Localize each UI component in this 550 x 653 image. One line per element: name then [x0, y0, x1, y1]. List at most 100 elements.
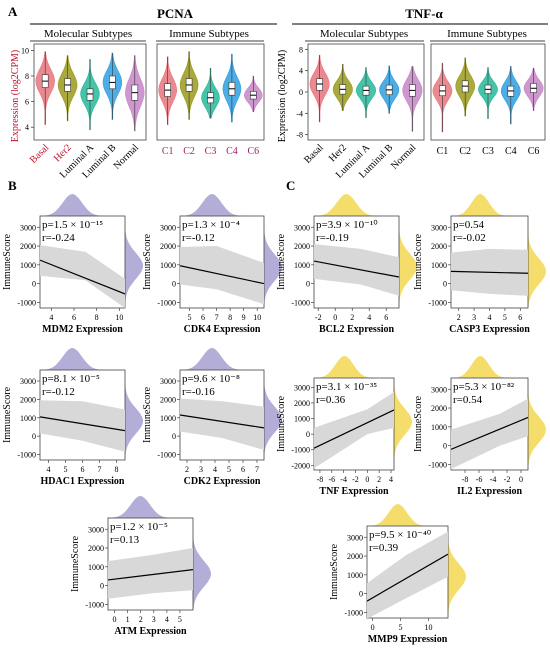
pcna-molecular-category-label: Basal: [28, 142, 52, 166]
scatter-cdk2-xtick-label: 7: [255, 465, 259, 474]
scatter-casp3-ylabel: ImmuneScore: [413, 233, 424, 290]
tnf-immune: C1 C2 C3 C4 C6: [430, 43, 546, 157]
scatter-tnf-ylabel: ImmuneScore: [276, 395, 287, 452]
scatter-mmp9-xtick-label: 10: [424, 623, 432, 632]
scatter-cdk2-ci-band: [180, 398, 264, 450]
scatter-tnf-ytick-label: 0: [306, 430, 310, 439]
scatter-atm-ytick-label: 1000: [88, 563, 104, 572]
scatter-il2-r-value: r=0.54: [453, 394, 483, 406]
scatter-hdac1-xlabel: HDAC1 Expression: [41, 476, 125, 487]
scatter-il2-ytick-label: -1000: [428, 460, 447, 469]
scatter-tnf-xtick-label: -8: [317, 475, 324, 484]
scatter-tnf-xtick-label: 0: [365, 475, 369, 484]
scatter-mdm2-ylabel: ImmuneScore: [2, 233, 13, 290]
scatter-tnf-r-value: r=0.36: [316, 394, 346, 406]
scatter-casp3-ytick-label: 0: [443, 280, 447, 289]
scatter-tnf-xtick-label: -2: [352, 475, 359, 484]
scatter-cdk4: -1000 0 1000 2000 3000 5 6 7 8 9 10 CDK4 Expression…: [142, 194, 282, 335]
scatter-tnf-ytick-label: 3000: [294, 383, 310, 392]
scatter-casp3-ytick-label: 2000: [431, 242, 447, 251]
scatter-cdk2-ylabel: ImmuneScore: [142, 386, 153, 443]
scatter-tnf-ci-band: [314, 392, 394, 469]
scatter-mmp9-xlabel: MMP9 Expression: [368, 634, 448, 645]
scatter-atm-ytick-label: 2000: [88, 544, 104, 553]
scatter-il2: -1000 0 1000 2000 3000 -8 -6 -4 -2 0 IL2 Expressio…: [413, 356, 546, 497]
scatter-hdac1-regression-line: [40, 416, 125, 432]
scatter-tnf-xtick-label: -6: [328, 475, 335, 484]
scatter-cdk4-ytick-label: 3000: [160, 223, 176, 232]
pcna-immune-category-label: C6: [247, 146, 259, 157]
pcna-immune-category-label: C1: [162, 146, 174, 157]
scatter-cdk4-ytick-label: 2000: [160, 242, 176, 251]
pcna-immune-category-label: C2: [183, 146, 195, 157]
scatter-cdk4-ylabel: ImmuneScore: [142, 233, 153, 290]
scatter-atm-top-density: [108, 496, 193, 518]
scatter-bcl2: -1000 0 1000 2000 3000 -2 0 2 4 6 BCL2 Expression I…: [276, 194, 417, 335]
scatter-tnf-ytick-label: -2000: [291, 461, 310, 470]
scatter-mmp9-ylabel: ImmuneScore: [329, 543, 340, 600]
scatter-mdm2-ytick-label: 1000: [20, 261, 36, 270]
tnf-immune-title: Immune Subtypes: [447, 28, 527, 40]
pcna-molecular-title: Molecular Subtypes: [44, 28, 132, 40]
scatter-cdk2-xtick-label: 4: [213, 465, 217, 474]
pcna-molecular-ytick-label: 4: [25, 123, 29, 132]
scatter-cdk4-top-density: [180, 194, 264, 216]
scatter-mdm2-right-density: [125, 216, 143, 308]
scatter-casp3-regression-line: [451, 270, 528, 274]
scatter-mmp9-ytick-label: -1000: [344, 608, 363, 617]
pcna-ylabel: Expression (log2CPM): [10, 50, 21, 143]
scatter-casp3-p-value: p=0.54: [453, 219, 484, 231]
scatter-atm-ytick-label: 3000: [88, 525, 104, 534]
scatter-casp3-xtick-label: 4: [488, 313, 492, 322]
scatter-il2-xtick-label: -4: [490, 475, 497, 484]
scatter-cdk4-ytick-label: -1000: [157, 298, 176, 307]
pcna-molecular-category-label: Normal: [112, 142, 142, 172]
scatter-casp3-ytick-label: 1000: [431, 261, 447, 270]
scatter-hdac1-xtick-label: 8: [115, 465, 119, 474]
pcna-molecular-frame: [33, 43, 147, 141]
pcna-molecular-ytick-label: 6: [25, 98, 29, 107]
tnf-molecular-ytick-label: -8: [296, 131, 303, 140]
scatter-bcl2-regression-line: [314, 260, 399, 278]
scatter-hdac1-ytick-label: 3000: [20, 377, 36, 386]
scatter-cdk2-ytick-label: 2000: [160, 395, 176, 404]
scatter-hdac1-ytick-label: 0: [32, 432, 36, 441]
scatter-cdk4-right-density: [264, 216, 282, 308]
scatter-casp3-ytick-label: 3000: [431, 223, 447, 232]
scatter-cdk2-ytick-label: 3000: [160, 377, 176, 386]
scatter-cdk2-r-value: r=-0.16: [182, 386, 215, 398]
scatter-il2-right-density: [528, 378, 546, 470]
tnf-immune-category-label: C6: [528, 146, 540, 157]
scatter-atm-ci-band: [108, 548, 193, 599]
scatter-bcl2-ytick-label: 3000: [294, 223, 310, 232]
scatter-hdac1-ytick-label: 1000: [20, 414, 36, 423]
scatter-atm-xtick-label: 3: [152, 615, 156, 624]
scatter-cdk2-right-density: [264, 370, 282, 460]
scatter-hdac1-ylabel: ImmuneScore: [2, 386, 13, 443]
scatter-mmp9: -1000 0 1000 2000 3000 0 5 10 MMP9 Expression Imm…: [329, 504, 466, 645]
scatter-il2-xtick-label: -6: [476, 475, 483, 484]
tnf-molecular-category-label: Normal: [389, 142, 419, 172]
scatter-bcl2-xtick-label: 6: [384, 313, 388, 322]
tnf-ylabel: Expression (log2CPM): [277, 50, 288, 143]
scatter-atm-xtick-label: 2: [139, 615, 143, 624]
scatter-cdk2-regression-line: [180, 414, 264, 429]
tnf-immune-category-label: C4: [505, 146, 517, 157]
scatter-hdac1-p-value: p=8.1 × 10⁻⁵: [42, 373, 100, 385]
scatter-tnf-ytick-label: 1000: [294, 415, 310, 424]
pcna-title: PCNA: [157, 6, 194, 21]
scatter-mmp9-ci-band: [367, 531, 448, 618]
scatter-casp3-top-density: [451, 194, 528, 216]
scatter-tnf-xtick-label: 4: [389, 475, 393, 484]
tnf-molecular-box-1: [316, 78, 323, 91]
scatter-mdm2-xtick-label: 10: [115, 313, 123, 322]
scatter-atm-xtick-label: 5: [178, 615, 182, 624]
scatter-bcl2-right-density: [399, 216, 417, 308]
scatter-hdac1: -1000 0 1000 2000 3000 4 5 6 7 8 HDAC1 Expression I…: [2, 348, 143, 487]
scatter-mdm2-ytick-label: 0: [32, 280, 36, 289]
scatter-casp3-xtick-label: 6: [518, 313, 522, 322]
scatter-atm-xtick-label: 0: [113, 615, 117, 624]
scatter-mmp9-r-value: r=0.39: [369, 542, 399, 554]
